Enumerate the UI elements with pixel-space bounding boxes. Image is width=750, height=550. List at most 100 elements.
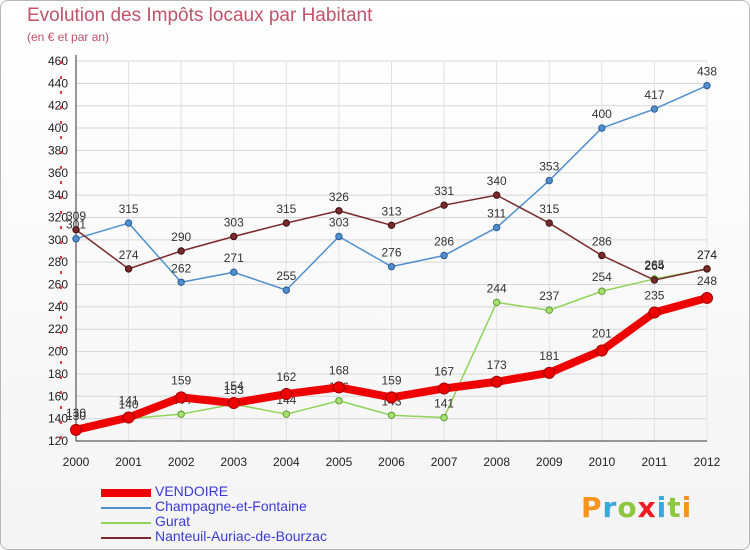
proxiti-logo: Proxiti bbox=[581, 491, 692, 524]
y-tick-label: 140 bbox=[48, 412, 68, 426]
data-point-vendoire bbox=[490, 375, 503, 388]
data-label-vendoire: 159 bbox=[171, 373, 191, 387]
data-point-vendoire bbox=[438, 382, 451, 395]
data-label-vendoire: 201 bbox=[592, 326, 612, 340]
data-label-nanteuil-auriac-de-bourzac: 303 bbox=[224, 215, 244, 229]
data-point-vendoire bbox=[122, 411, 135, 424]
data-label-nanteuil-auriac-de-bourzac: 274 bbox=[119, 248, 139, 262]
data-point-nanteuil-auriac-de-bourzac bbox=[703, 265, 711, 273]
y-tick-label: 380 bbox=[48, 143, 68, 157]
x-tick-label: 2003 bbox=[220, 455, 247, 469]
x-tick-label: 2001 bbox=[115, 455, 142, 469]
data-point-champagne-et-fontaine bbox=[650, 105, 659, 113]
y-tick-label: 340 bbox=[48, 188, 68, 202]
data-label-vendoire: 168 bbox=[329, 363, 349, 377]
x-tick-label: 2006 bbox=[378, 455, 405, 469]
legend-swatch bbox=[101, 489, 151, 497]
data-label-champagne-et-fontaine: 353 bbox=[539, 160, 559, 174]
data-point-champagne-et-fontaine bbox=[703, 81, 711, 90]
data-point-gurat bbox=[282, 410, 291, 418]
data-label-vendoire: 159 bbox=[381, 373, 401, 387]
data-label-nanteuil-auriac-de-bourzac: 286 bbox=[592, 234, 612, 248]
data-label-vendoire: 154 bbox=[224, 379, 244, 393]
data-point-vendoire bbox=[543, 366, 556, 379]
data-label-vendoire: 141 bbox=[119, 394, 139, 408]
y-tick-label: 300 bbox=[48, 233, 68, 247]
data-label-champagne-et-fontaine: 438 bbox=[697, 65, 717, 79]
legend-label: Champagne-et-Fontaine bbox=[155, 498, 307, 514]
data-point-champagne-et-fontaine bbox=[282, 286, 291, 294]
x-tick-label: 2005 bbox=[326, 455, 353, 469]
data-point-nanteuil-auriac-de-bourzac bbox=[598, 251, 606, 260]
data-label-gurat: 274 bbox=[697, 248, 717, 262]
data-label-nanteuil-auriac-de-bourzac: 315 bbox=[539, 202, 559, 216]
data-point-champagne-et-fontaine bbox=[387, 262, 396, 271]
line-chart: 120 140 160 180 200 220 240 260 280 300 320 340 360 3… bbox=[48, 54, 721, 469]
data-label-gurat: 254 bbox=[592, 270, 612, 284]
data-point-champagne-et-fontaine bbox=[335, 232, 343, 241]
x-tick-label: 2012 bbox=[694, 455, 721, 469]
data-label-champagne-et-fontaine: 315 bbox=[119, 202, 139, 216]
logo-letter: x bbox=[637, 491, 657, 524]
legend-swatch bbox=[101, 537, 151, 539]
data-point-nanteuil-auriac-de-bourzac bbox=[335, 207, 343, 215]
data-label-vendoire: 173 bbox=[487, 358, 507, 372]
data-label-champagne-et-fontaine: 303 bbox=[329, 215, 349, 229]
data-point-gurat bbox=[492, 298, 501, 307]
data-point-champagne-et-fontaine bbox=[230, 268, 238, 276]
data-label-nanteuil-auriac-de-bourzac: 326 bbox=[329, 190, 349, 204]
y-tick-label: 460 bbox=[48, 54, 68, 68]
data-label-gurat: 265 bbox=[644, 258, 664, 272]
data-label-vendoire: 130 bbox=[66, 406, 86, 420]
data-label-champagne-et-fontaine: 255 bbox=[276, 269, 296, 283]
x-tick-label: 2004 bbox=[273, 455, 300, 469]
legend-swatch bbox=[101, 522, 151, 524]
data-label-vendoire: 167 bbox=[434, 364, 454, 378]
data-label-gurat: 237 bbox=[539, 289, 559, 303]
logo-letter: o bbox=[617, 491, 638, 524]
data-point-nanteuil-auriac-de-bourzac bbox=[177, 247, 185, 255]
data-point-nanteuil-auriac-de-bourzac bbox=[440, 201, 448, 209]
data-label-gurat: 130 bbox=[66, 409, 86, 423]
logo-letter: i bbox=[656, 491, 668, 524]
data-label-champagne-et-fontaine: 271 bbox=[224, 251, 244, 265]
legend-label: Gurat bbox=[155, 513, 191, 529]
logo-letter: t bbox=[667, 491, 682, 524]
x-tick-label: 2002 bbox=[168, 455, 195, 469]
data-point-champagne-et-fontaine bbox=[440, 251, 448, 260]
data-label-champagne-et-fontaine: 276 bbox=[381, 246, 401, 260]
data-point-gurat bbox=[598, 287, 606, 295]
data-label-champagne-et-fontaine: 301 bbox=[66, 218, 86, 232]
y-tick-label: 420 bbox=[48, 99, 68, 113]
x-tick-label: 2008 bbox=[483, 455, 510, 469]
data-point-nanteuil-auriac-de-bourzac bbox=[124, 265, 133, 273]
y-tick-label: 280 bbox=[48, 255, 68, 269]
data-point-nanteuil-auriac-de-bourzac bbox=[230, 232, 238, 241]
data-point-nanteuil-auriac-de-bourzac bbox=[650, 276, 659, 284]
x-tick-label: 2000 bbox=[63, 455, 90, 469]
chart-subtitle: (en € et par an) bbox=[27, 30, 110, 44]
data-label-gurat: 244 bbox=[487, 281, 507, 295]
y-tick-label: 200 bbox=[48, 345, 68, 359]
data-label-nanteuil-auriac-de-bourzac: 315 bbox=[276, 202, 296, 216]
data-label-gurat: 153 bbox=[224, 383, 244, 397]
y-tick-label: 400 bbox=[48, 121, 68, 135]
y-tick-label: 240 bbox=[48, 300, 68, 314]
data-label-nanteuil-auriac-de-bourzac: 290 bbox=[171, 230, 191, 244]
data-point-vendoire bbox=[595, 344, 608, 357]
data-point-champagne-et-fontaine bbox=[72, 235, 80, 243]
y-tick-label: 180 bbox=[48, 367, 68, 381]
data-label-nanteuil-auriac-de-bourzac: 309 bbox=[66, 209, 86, 223]
x-tick-label: 2009 bbox=[536, 455, 563, 469]
data-point-vendoire bbox=[227, 397, 240, 409]
data-label-nanteuil-auriac-de-bourzac: 313 bbox=[381, 204, 401, 218]
data-label-nanteuil-auriac-de-bourzac: 274 bbox=[697, 248, 717, 262]
logo-letter: i bbox=[681, 491, 693, 524]
data-label-champagne-et-fontaine: 262 bbox=[171, 261, 191, 275]
data-point-champagne-et-fontaine bbox=[545, 176, 553, 185]
y-tick-label: 440 bbox=[48, 76, 68, 90]
data-point-vendoire bbox=[332, 381, 345, 394]
y-tick-label: 320 bbox=[48, 210, 68, 224]
data-point-nanteuil-auriac-de-bourzac bbox=[387, 221, 396, 229]
